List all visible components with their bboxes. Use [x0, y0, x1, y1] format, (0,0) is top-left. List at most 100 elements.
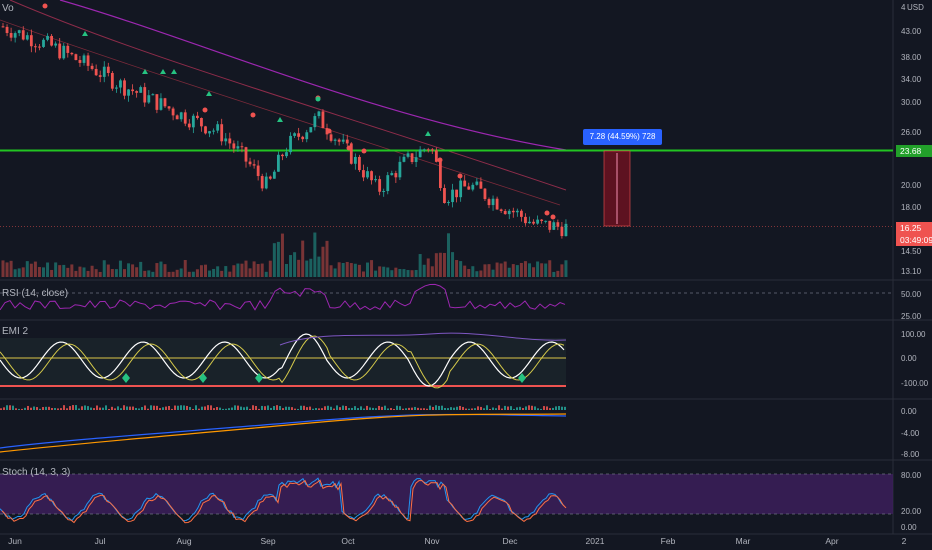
candle-body [390, 173, 394, 176]
candle-body [349, 143, 353, 164]
candle-body [434, 150, 438, 162]
macd-histogram-bar [348, 408, 350, 410]
candle-body [459, 180, 463, 198]
volume-bar [46, 262, 50, 277]
macd-histogram-bar [267, 405, 269, 410]
emi-buy-diamond [122, 373, 130, 383]
volume-bar [325, 240, 329, 277]
measure-label[interactable]: 7.28 (44.59%) 728 [583, 129, 662, 145]
macd-histogram-bar [363, 408, 365, 410]
macd-histogram-bar [387, 408, 389, 410]
macd-histogram-bar [69, 406, 71, 410]
candle-body [515, 210, 519, 213]
volume-bar [167, 271, 171, 277]
macd-histogram-bar [564, 406, 566, 410]
macd-histogram-bar [546, 406, 548, 410]
macd-histogram-bar [249, 408, 251, 410]
candle-body [321, 111, 325, 129]
macd-histogram-bar [135, 407, 137, 410]
candle-body [224, 138, 228, 142]
candle-body [167, 106, 171, 109]
candle-body [216, 124, 220, 131]
volume-bar [345, 261, 349, 277]
macd-histogram-bar [252, 405, 254, 410]
volume-bar [25, 261, 29, 277]
candle-body [183, 112, 187, 124]
candle-body [187, 123, 191, 128]
macd-histogram-bar [474, 408, 476, 410]
macd-histogram-bar [516, 407, 518, 410]
macd-histogram-bar [120, 408, 122, 410]
macd-histogram-bar [450, 407, 452, 410]
volume-bar [42, 267, 45, 277]
candle-body [54, 43, 58, 46]
candle-body [524, 216, 527, 224]
price-axis-tick: 20.00 [901, 181, 922, 190]
macd-histogram-bar [522, 408, 524, 410]
volume-bar [357, 264, 361, 277]
volume-bar [382, 266, 386, 277]
candle-body [200, 117, 203, 127]
macd-histogram-bar [162, 407, 164, 410]
emi-legend[interactable]: EMI 2 [2, 326, 29, 337]
candle-body [82, 55, 86, 63]
macd-histogram-bar [327, 405, 329, 410]
volume-bar [305, 260, 309, 277]
volume-bar [139, 261, 143, 277]
macd-histogram-bar [243, 407, 245, 410]
candle-body [139, 87, 143, 93]
macd-histogram-bar [258, 408, 260, 410]
volume-bar [374, 270, 378, 277]
volume-bar [110, 269, 114, 277]
sell-signal-dot [361, 148, 367, 154]
candle-body [42, 39, 45, 47]
volume-bar [313, 232, 317, 277]
volume-bar [329, 265, 333, 277]
volume-bar [187, 271, 191, 277]
candle-body [232, 143, 236, 149]
candle-body [155, 94, 159, 110]
candle-body [402, 156, 406, 162]
macd-histogram-bar [222, 408, 224, 410]
candle-body [507, 210, 511, 215]
volume-bar [353, 263, 357, 277]
sell-signal-dot [437, 157, 443, 163]
macd-histogram-bar [129, 406, 131, 410]
candle-body [398, 161, 402, 178]
candle-body [337, 139, 341, 142]
candle-body [439, 161, 442, 189]
sell-signal-dot [42, 3, 48, 9]
candle-body [228, 138, 232, 144]
volume-bar [98, 271, 102, 277]
emi-axis-tick: 0.00 [901, 354, 917, 363]
macd-histogram-bar [96, 405, 98, 410]
emi-signal-line [0, 335, 565, 389]
candle-body [17, 30, 21, 34]
macd-histogram-bar [78, 408, 80, 410]
candle-body [564, 223, 568, 237]
volume-bar [560, 264, 564, 277]
macd-histogram-bar [12, 405, 14, 410]
sell-signal-dot [202, 107, 208, 113]
symbol-legend[interactable]: Vo [2, 3, 14, 14]
candle-body [345, 139, 349, 144]
macd-histogram-bar [93, 408, 95, 410]
candle-body [410, 153, 414, 163]
candle-body [317, 111, 321, 117]
rsi-legend[interactable]: RSI (14, close) [2, 288, 69, 299]
macd-histogram-bar [207, 405, 209, 410]
volume-bar [151, 271, 155, 277]
candle-body [414, 157, 418, 163]
macd-histogram-bar [486, 405, 488, 410]
stoch-d-line [1, 479, 567, 524]
volume-bar [256, 264, 260, 277]
time-axis-label: Feb [661, 536, 676, 546]
buy-signal-triangle [277, 117, 283, 122]
candle-body [151, 94, 155, 96]
macd-histogram-bar [435, 405, 437, 410]
candle-body [13, 33, 17, 38]
volume-bar [147, 270, 151, 277]
stoch-legend[interactable]: Stoch (14, 3, 3) [2, 467, 71, 478]
macd-histogram-bar [66, 408, 68, 410]
